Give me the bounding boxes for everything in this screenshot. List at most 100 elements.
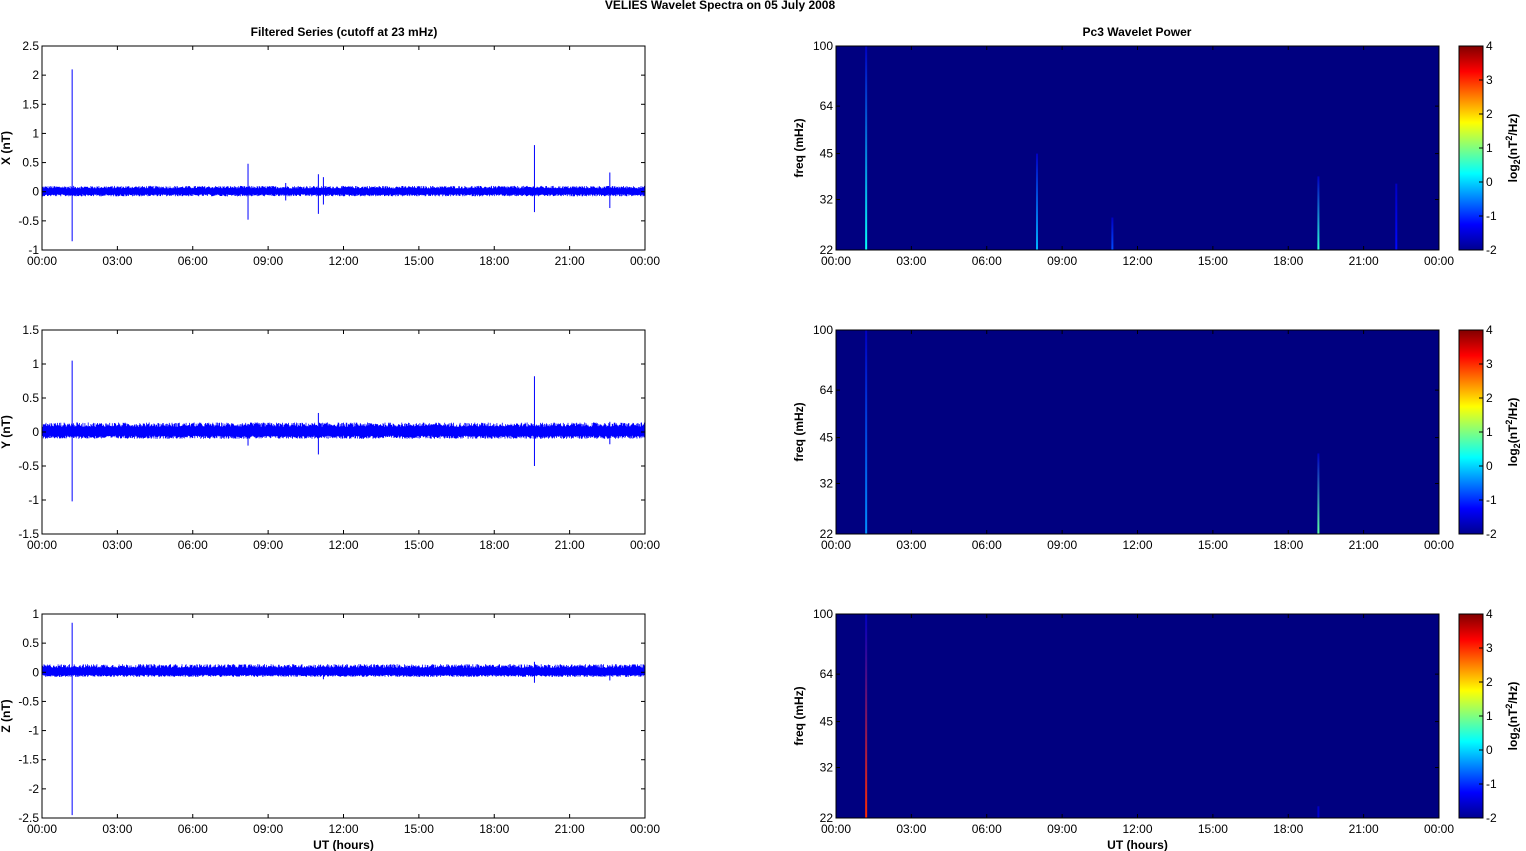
y-tick-label: 1.5 — [22, 323, 39, 337]
x-tick-label: 00:00 — [821, 822, 851, 836]
x-tick-label: 18:00 — [1273, 822, 1303, 836]
x-tick-label: 03:00 — [896, 538, 926, 552]
y-tick-label: 32 — [820, 193, 834, 207]
x-tick-label: 09:00 — [1047, 538, 1077, 552]
colorbar-tick-label: 4 — [1486, 323, 1493, 337]
left-column-title: Filtered Series (cutoff at 23 mHz) — [251, 25, 438, 39]
colorbar-tick-label: 3 — [1486, 73, 1493, 87]
y-tick-label: 64 — [820, 99, 834, 113]
y-tick-label: 45 — [820, 147, 834, 161]
x-axis-label: UT (hours) — [1107, 838, 1168, 851]
x-tick-label: 03:00 — [102, 538, 132, 552]
x-tick-label: 12:00 — [1122, 254, 1152, 268]
y-tick-label: -2.5 — [18, 811, 39, 825]
colorbar-tick-label: -2 — [1486, 811, 1497, 825]
colorbar-tick-label: 2 — [1486, 107, 1493, 121]
x-tick-label: 12:00 — [1122, 822, 1152, 836]
y-tick-label: 0.5 — [22, 156, 39, 170]
figure-title: VELIES Wavelet Spectra on 05 July 2008 — [605, 0, 836, 12]
y-tick-label: 45 — [820, 431, 834, 445]
y-tick-label: 0.5 — [22, 391, 39, 405]
x-tick-label: 12:00 — [328, 538, 358, 552]
x-tick-label: 21:00 — [1349, 254, 1379, 268]
y-tick-label: -1.5 — [18, 753, 39, 767]
panels: -1-0.500.511.522.500:00 03:00 06:00 09:00 12… — [0, 39, 1522, 851]
x-tick-label: 06:00 — [972, 822, 1002, 836]
x-tick-label: 15:00 — [404, 538, 434, 552]
colorbar-label-part: log — [1506, 448, 1520, 466]
colorbar-label-part: 2 — [1504, 136, 1514, 141]
x-axis-label: UT (hours) — [313, 838, 374, 851]
colorbar-label-part: /Hz) — [1506, 398, 1520, 420]
y-tick-label: 45 — [820, 715, 834, 729]
colorbar-label: log2(nT2/Hz) — [1504, 682, 1522, 751]
x-tick-label: 06:00 — [178, 254, 208, 268]
x-tick-label: 18:00 — [1273, 254, 1303, 268]
x-tick-label: 09:00 — [1047, 254, 1077, 268]
y-tick-label: 100 — [813, 39, 833, 53]
y-axis-label: freq (mHz) — [792, 118, 806, 177]
y-tick-label: 22 — [820, 527, 834, 541]
y-tick-label: -1 — [28, 243, 39, 257]
plot-frame — [41, 613, 646, 819]
x-tick-label: 18:00 — [479, 538, 509, 552]
line-chart: -1 -0.5 0 0.5 1 1.5 2 2.5 00:00 03:00 06:00 09:00 12… — [0, 39, 660, 268]
y-tick-label: -0.5 — [18, 459, 39, 473]
heatmap-background — [836, 46, 1439, 250]
x-tick-label: 09:00 — [253, 822, 283, 836]
colorbar-tick-label: 0 — [1486, 743, 1493, 757]
colorbar-label-part: 2 — [1512, 159, 1522, 164]
x-tick-label: 21:00 — [555, 254, 585, 268]
y-tick-label: 64 — [820, 667, 834, 681]
y-tick-label: 0 — [32, 185, 39, 199]
y-axis-label: freq (mHz) — [792, 402, 806, 461]
signal-trace — [41, 185, 646, 197]
colorbar-tick-label: 3 — [1486, 641, 1493, 655]
power-streak — [865, 614, 868, 818]
colorbar-label-part: log — [1506, 164, 1520, 182]
power-streak — [1395, 183, 1398, 250]
power-streak — [865, 46, 868, 250]
x-tick-label: 18:00 — [479, 254, 509, 268]
x-tick-label: 15:00 — [1198, 254, 1228, 268]
y-tick-label: 2 — [32, 68, 39, 82]
colorbar-tick-label: 2 — [1486, 675, 1493, 689]
x-tick-label: 21:00 — [555, 538, 585, 552]
y-tick-label: 1.5 — [22, 97, 39, 111]
x-tick-label: 12:00 — [1122, 538, 1152, 552]
x-tick-label: 21:00 — [555, 822, 585, 836]
y-tick-label: 0 — [32, 665, 39, 679]
y-tick-label: -0.5 — [18, 214, 39, 228]
x-tick-label: 00:00 — [821, 254, 851, 268]
heatmap-background — [836, 614, 1439, 818]
colorbar-label-part: log — [1506, 732, 1520, 750]
colorbar-tick-label: -2 — [1486, 527, 1497, 541]
x-tick-label: 06:00 — [972, 538, 1002, 552]
signal-trace — [41, 422, 646, 439]
x-tick-label: 06:00 — [178, 538, 208, 552]
x-tick-label: 00:00 — [630, 822, 660, 836]
y-tick-label: 100 — [813, 323, 833, 337]
y-tick-label: 1 — [32, 607, 39, 621]
y-tick-label: 0.5 — [22, 636, 39, 650]
colorbar-tick-label: 4 — [1486, 39, 1493, 53]
y-tick-label: -0.5 — [18, 694, 39, 708]
colorbar-label-part: /Hz) — [1506, 682, 1520, 704]
y-tick-label: 64 — [820, 383, 834, 397]
x-tick-label: 00:00 — [1424, 254, 1454, 268]
y-tick-label: -1.5 — [18, 527, 39, 541]
y-axis-label: X (nT) — [0, 131, 13, 165]
heatmap-background — [836, 330, 1439, 534]
power-streak — [1036, 153, 1038, 250]
x-tick-label: 18:00 — [1273, 538, 1303, 552]
x-tick-label: 15:00 — [1198, 538, 1228, 552]
colorbar-label-part: 2 — [1512, 727, 1522, 732]
x-tick-label: 00:00 — [821, 538, 851, 552]
colorbar-tick-label: 0 — [1486, 459, 1493, 473]
y-axis-label: freq (mHz) — [792, 686, 806, 745]
x-tick-label: 15:00 — [404, 822, 434, 836]
colorbar-tick-label: -1 — [1486, 493, 1497, 507]
